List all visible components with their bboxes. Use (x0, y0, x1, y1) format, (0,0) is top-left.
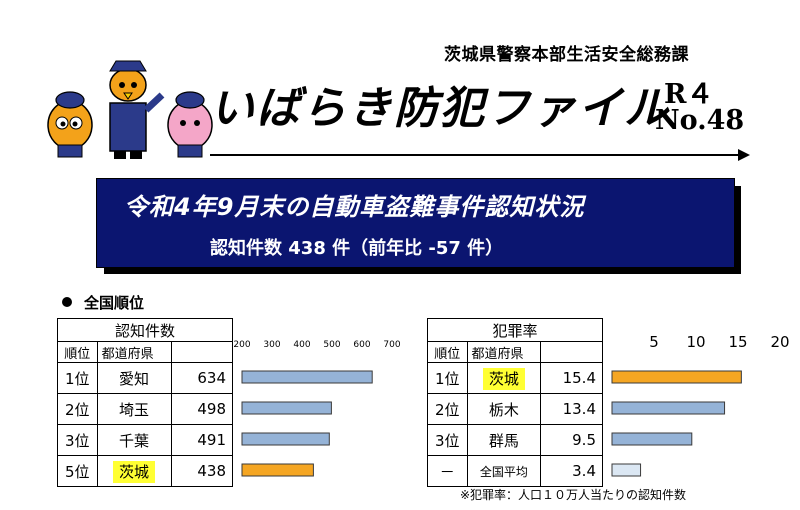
issue-number: No.48 (655, 105, 745, 136)
axis-tick-label: 600 (353, 340, 370, 350)
table-row: 2位 埼玉 498 (57, 393, 234, 425)
table-row: 3位 群馬 9.5 (427, 424, 603, 456)
axis-tick-label: 5 (649, 335, 659, 351)
pref-label: 千葉 (119, 431, 150, 450)
pref-label-highlighted: 茨城 (113, 460, 156, 483)
value-cell: 9.5 (540, 424, 603, 456)
headline-banner (96, 178, 735, 268)
axis-tick-label: 10 (686, 335, 705, 351)
mascot-pink-icon (167, 91, 213, 158)
bullet-icon (62, 297, 72, 307)
pref-cell: 茨城 (466, 362, 542, 394)
pref-label: 全国平均 (479, 464, 528, 479)
mascot-police-icon (109, 60, 165, 159)
value-cell: 491 (170, 424, 234, 456)
bar (611, 401, 726, 415)
value-cell: 15.4 (540, 362, 603, 394)
pref-cell: 群馬 (466, 424, 542, 456)
column-header-pref: 都道府県 (96, 341, 172, 363)
rank-cell: 2位 (57, 393, 98, 425)
title-underline-arrow-icon (210, 149, 750, 161)
table-row: 1位 愛知 634 (57, 362, 234, 394)
mascot-orange-icon (47, 91, 93, 158)
table-caption: 認知件数 (57, 318, 233, 342)
bar (241, 432, 330, 446)
value-cell: 13.4 (540, 393, 603, 425)
rank-cell: 3位 (57, 424, 98, 456)
value-cell: 3.4 (540, 455, 603, 487)
banner-subtitle: 認知件数 438 件（前年比 -57 件） (210, 238, 504, 259)
department-name: 茨城県警察本部生活安全総務課 (444, 45, 689, 65)
pref-label: 愛知 (119, 369, 150, 388)
column-header-rank: 順位 (57, 341, 98, 363)
pref-cell: 茨城 (96, 455, 172, 487)
pref-label: 群馬 (488, 431, 519, 450)
axis-tick-label: 500 (323, 340, 340, 350)
pref-label: 栃木 (488, 400, 519, 419)
pref-cell: 埼玉 (96, 393, 172, 425)
banner-title: 令和4年9月末の自動車盗難事件認知状況 (124, 193, 585, 221)
pref-cell: 栃木 (466, 393, 542, 425)
bar (611, 463, 642, 477)
newsletter-title: いばらき防犯ファイル (210, 83, 670, 134)
rank-cell: － (427, 455, 468, 487)
mascot-illustration (47, 60, 213, 159)
axis-tick-label: 300 (263, 340, 280, 350)
bar (611, 432, 693, 446)
table-row: 2位 栃木 13.4 (427, 393, 603, 425)
bar (241, 370, 373, 384)
count-bar-chart: 200 300 400 500 600 700 (233, 340, 401, 477)
axis-tick-label: 200 (233, 340, 250, 350)
axis-tick-label: 20 (770, 335, 789, 351)
pref-cell: 全国平均 (466, 455, 542, 487)
table-caption: 犯罪率 (427, 318, 603, 342)
bar (611, 370, 742, 384)
rate-ranking-table: 犯罪率 順位 都道府県 1位 茨城 15.4 2位 栃木 13.4 3位 群馬 … (427, 318, 603, 487)
pref-label: 埼玉 (119, 400, 150, 419)
rate-bar-chart: 5 10 15 20 (611, 335, 790, 477)
column-header-value (170, 341, 234, 363)
section-title: 全国順位 (84, 294, 145, 312)
rank-cell: 3位 (427, 424, 468, 456)
rank-cell: 5位 (57, 455, 98, 487)
table-row: 3位 千葉 491 (57, 424, 234, 456)
column-header-pref: 都道府県 (466, 341, 542, 363)
axis-tick-label: 700 (383, 340, 400, 350)
table-row: － 全国平均 3.4 (427, 455, 603, 487)
count-ranking-table: 認知件数 順位 都道府県 1位 愛知 634 2位 埼玉 498 3位 千葉 4… (57, 318, 234, 487)
bar (241, 463, 314, 477)
column-header-value (540, 341, 603, 363)
pref-cell: 愛知 (96, 362, 172, 394)
rank-cell: 2位 (427, 393, 468, 425)
rank-cell: 1位 (427, 362, 468, 394)
bar (241, 401, 332, 415)
table-row: 5位 茨城 438 (57, 455, 234, 487)
axis-tick-label: 400 (293, 340, 310, 350)
pref-cell: 千葉 (96, 424, 172, 456)
footnote: ※犯罪率：人口１０万人当たりの認知件数 (460, 488, 687, 502)
pref-label-highlighted: 茨城 (482, 367, 525, 390)
value-cell: 634 (170, 362, 234, 394)
value-cell: 438 (170, 455, 234, 487)
value-cell: 498 (170, 393, 234, 425)
table-row: 1位 茨城 15.4 (427, 362, 603, 394)
issue-year: R４ (664, 79, 714, 110)
axis-tick-label: 15 (728, 335, 747, 351)
rank-cell: 1位 (57, 362, 98, 394)
column-header-rank: 順位 (427, 341, 468, 363)
